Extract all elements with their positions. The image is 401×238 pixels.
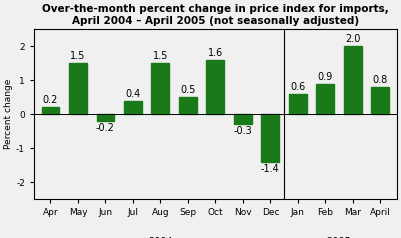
Bar	[207, 60, 224, 114]
Bar	[69, 63, 87, 114]
Text: -0.3: -0.3	[233, 126, 252, 136]
Text: 0.6: 0.6	[290, 82, 306, 92]
Title: Over-the-month percent change in price index for imports,
April 2004 – April 200: Over-the-month percent change in price i…	[42, 4, 389, 26]
Y-axis label: Percent change: Percent change	[4, 79, 13, 149]
Text: 2.0: 2.0	[345, 34, 360, 44]
Text: 0.9: 0.9	[318, 72, 333, 82]
Text: 2005: 2005	[327, 237, 352, 238]
Bar	[152, 63, 169, 114]
Text: -1.4: -1.4	[261, 164, 280, 174]
Text: 2004: 2004	[148, 237, 173, 238]
Bar	[42, 107, 59, 114]
Bar	[234, 114, 252, 124]
Bar	[371, 87, 389, 114]
Bar	[261, 114, 279, 162]
Text: 1.5: 1.5	[153, 51, 168, 61]
Text: 0.2: 0.2	[43, 95, 58, 105]
Text: 0.4: 0.4	[125, 89, 141, 99]
Bar	[179, 97, 197, 114]
Bar	[316, 84, 334, 114]
Bar	[289, 94, 307, 114]
Bar	[97, 114, 114, 121]
Text: 1.5: 1.5	[70, 51, 86, 61]
Text: 1.6: 1.6	[208, 48, 223, 58]
Bar	[124, 101, 142, 114]
Text: 0.5: 0.5	[180, 85, 196, 95]
Text: 0.8: 0.8	[373, 75, 388, 85]
Text: -0.2: -0.2	[96, 123, 115, 133]
Bar	[344, 46, 362, 114]
